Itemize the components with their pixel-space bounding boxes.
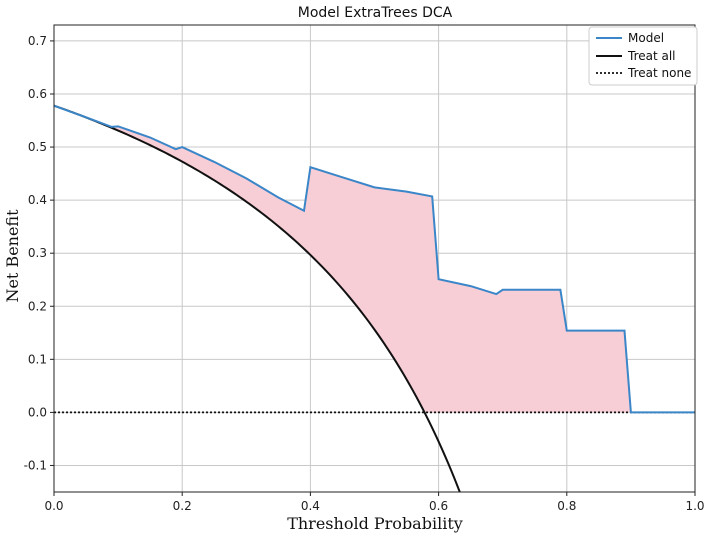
legend-treat-all-label: Treat all xyxy=(627,49,676,63)
x-tick-label: 0.0 xyxy=(44,499,63,513)
x-axis-label: Threshold Probability xyxy=(287,514,463,533)
y-tick-label: 0.4 xyxy=(28,193,47,207)
y-tick-label: 0.2 xyxy=(28,299,47,313)
y-tick-label: 0.1 xyxy=(28,352,47,366)
legend-model-label: Model xyxy=(628,31,664,45)
treat-all-line xyxy=(53,104,461,493)
legend-box xyxy=(588,26,698,86)
y-tick-label: 0.7 xyxy=(28,34,47,48)
legend: Model Treat all Treat none xyxy=(588,26,698,86)
y-tick-label: -0.1 xyxy=(24,458,47,472)
y-tick-label: 0.5 xyxy=(28,140,47,154)
y-tick-label: 0.0 xyxy=(28,405,47,419)
chart-title: Model ExtraTrees DCA xyxy=(298,5,453,21)
y-axis-ticks: -0.1 0.0 0.1 0.2 0.3 0.4 0.5 0.6 0.7 xyxy=(24,34,54,472)
y-axis-label: Net Benefit xyxy=(3,209,22,303)
plot-frame xyxy=(53,24,696,493)
net-benefit-fill xyxy=(54,105,695,413)
x-tick-label: 0.2 xyxy=(173,499,192,513)
y-tick-label: 0.3 xyxy=(28,246,47,260)
x-tick-label: 0.6 xyxy=(429,499,448,513)
legend-treat-none-label: Treat none xyxy=(627,66,691,80)
x-tick-label: 0.4 xyxy=(301,499,320,513)
x-tick-label: 1.0 xyxy=(685,499,704,513)
model-line xyxy=(53,104,695,414)
x-tick-label: 0.8 xyxy=(557,499,576,513)
x-axis-ticks: 0.0 0.2 0.4 0.6 0.8 1.0 xyxy=(44,492,705,513)
y-tick-label: 0.6 xyxy=(28,87,47,101)
